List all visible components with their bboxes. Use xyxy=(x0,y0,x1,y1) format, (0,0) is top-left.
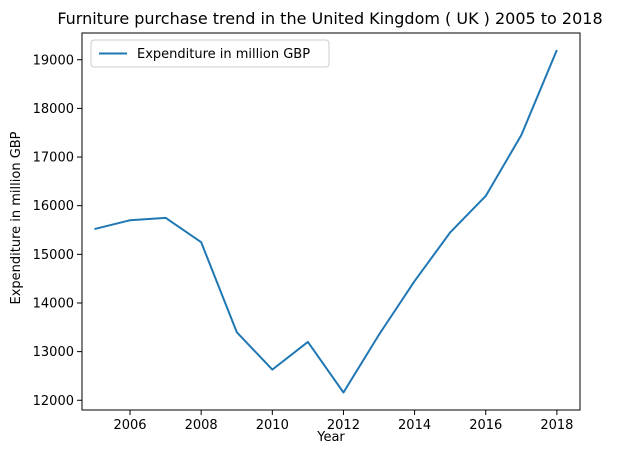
axes-frame xyxy=(81,32,581,411)
y-tick-label-2: 14000 xyxy=(33,296,74,311)
x-axis-label: Year xyxy=(316,430,345,445)
legend-label-0: Expenditure in million GBP xyxy=(137,47,310,62)
y-tick-label-4: 16000 xyxy=(33,199,74,214)
legend: Expenditure in million GBP xyxy=(90,39,330,68)
chart-title: Furniture purchase trend in the United K… xyxy=(57,9,602,28)
x-tick-label-2: 2010 xyxy=(256,418,289,433)
series-line-0 xyxy=(94,49,558,394)
y-tick-label-7: 19000 xyxy=(33,53,74,68)
y-axis-label: Expenditure in million GBP xyxy=(9,131,24,304)
plot-area: 2006 2008 2010 2012 2014 2016 2018 12000 13000 14… xyxy=(33,32,581,433)
x-tick-label-5: 2016 xyxy=(469,418,502,433)
y-tick-label-1: 13000 xyxy=(33,345,74,360)
y-tick-label-6: 18000 xyxy=(33,102,74,117)
x-tick-label-0: 2006 xyxy=(113,418,146,433)
x-tick-label-6: 2018 xyxy=(540,418,573,433)
y-tick-label-3: 15000 xyxy=(33,248,74,263)
x-tick-label-1: 2008 xyxy=(185,418,218,433)
y-tick-label-0: 12000 xyxy=(33,394,74,409)
x-tick-label-3: 2012 xyxy=(327,418,360,433)
legend-box xyxy=(90,39,330,68)
x-tick-label-4: 2014 xyxy=(398,418,431,433)
y-tick-label-5: 17000 xyxy=(33,151,74,166)
